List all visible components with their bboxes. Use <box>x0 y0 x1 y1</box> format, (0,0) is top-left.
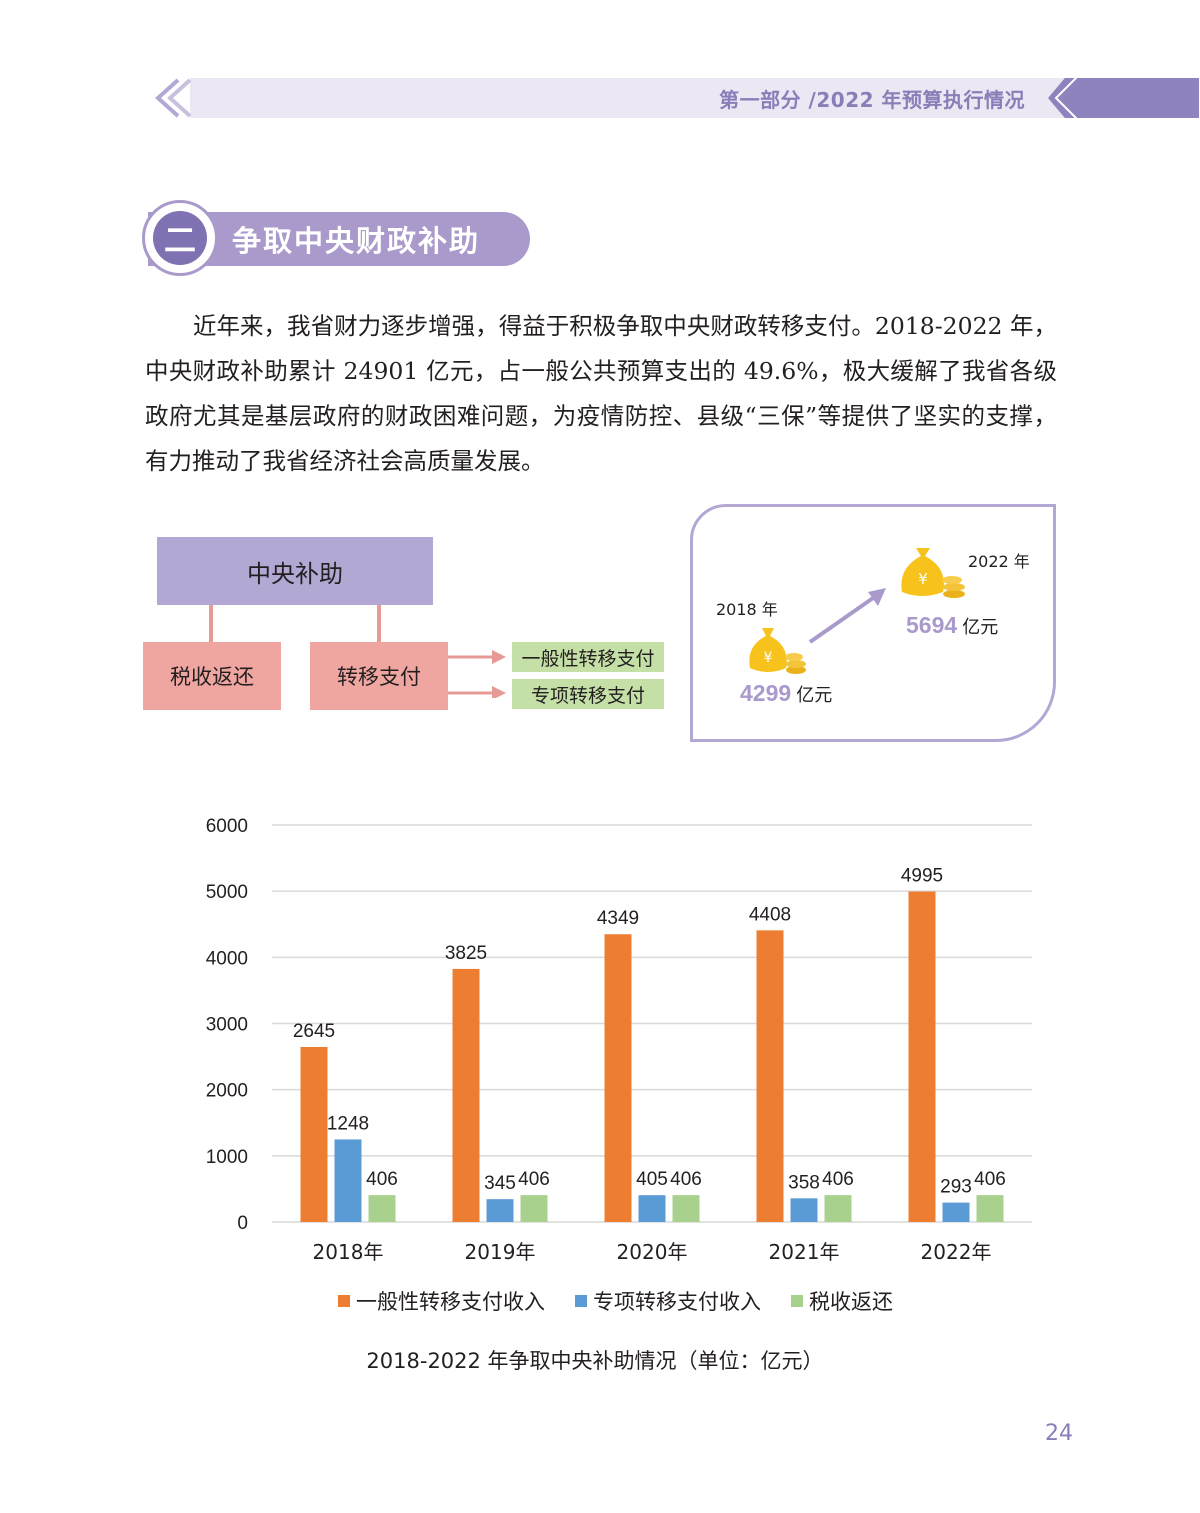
connector-line <box>377 605 381 642</box>
bar <box>824 1195 852 1222</box>
bar <box>300 1046 328 1222</box>
chevron-left-icon <box>155 78 180 118</box>
end-amount: 5694 <box>906 612 958 638</box>
body-paragraph: 近年来，我省财力逐步增强，得益于积极争取中央财政转移支付。2018-2022 年… <box>145 312 1057 475</box>
bar <box>908 891 936 1222</box>
data-label: 345 <box>484 1173 516 1194</box>
transfer-payment-box: 转移支付 <box>310 642 448 710</box>
legend-label: 专项转移支付收入 <box>593 1290 761 1314</box>
data-label: 405 <box>636 1169 668 1190</box>
data-label: 406 <box>366 1169 398 1190</box>
start-year: 2018 年 <box>716 600 778 619</box>
start-unit: 亿元 <box>796 685 833 706</box>
data-label: 2645 <box>293 1021 335 1042</box>
data-label: 406 <box>670 1169 702 1190</box>
legend-swatch <box>575 1295 587 1307</box>
connector-line <box>209 605 213 642</box>
x-tick-label: 2020年 <box>617 1240 688 1264</box>
page-number: 24 <box>1045 1421 1073 1446</box>
x-tick-label: 2019年 <box>465 1240 536 1264</box>
bar <box>334 1139 362 1222</box>
header-title: 第一部分 /2022 年预算执行情况 <box>719 88 1025 112</box>
bar <box>672 1195 700 1222</box>
section-number: 二 <box>153 211 207 265</box>
bar <box>756 930 784 1222</box>
bar <box>790 1198 818 1222</box>
comparison-panel <box>690 504 1056 742</box>
chart-legend: 一般性转移支付收入 专项转移支付收入 税收返还 <box>338 1286 893 1316</box>
header-band <box>155 78 1200 118</box>
data-label: 406 <box>974 1169 1006 1190</box>
bar <box>368 1195 396 1222</box>
y-tick-label: 6000 <box>206 816 248 837</box>
svg-text:¥: ¥ <box>918 570 928 588</box>
bar <box>486 1199 514 1222</box>
x-tick-label: 2022年 <box>921 1240 992 1264</box>
y-tick-label: 2000 <box>206 1081 248 1102</box>
general-transfer-box: 一般性转移支付 <box>512 642 664 672</box>
svg-text:¥: ¥ <box>764 650 773 666</box>
start-amount: 4299 <box>740 680 792 706</box>
data-label: 4408 <box>749 904 791 925</box>
legend-item: 税收返还 <box>791 1286 893 1316</box>
tax-rebate-box: 税收返还 <box>143 642 281 710</box>
section-title: 争取中央财政补助 <box>232 224 481 258</box>
legend-label: 税收返还 <box>809 1290 893 1314</box>
bar <box>976 1195 1004 1222</box>
y-tick-label: 4000 <box>206 948 248 969</box>
chart-caption: 2018-2022 年争取中央补助情况（单位：亿元） <box>366 1349 824 1373</box>
bar <box>452 968 480 1222</box>
data-label: 4995 <box>901 865 943 886</box>
bar <box>942 1202 970 1222</box>
arrow-right-icon <box>448 650 506 698</box>
start-value: 4299 亿元 <box>740 680 832 707</box>
data-label: 358 <box>788 1172 820 1193</box>
legend-label: 一般性转移支付收入 <box>356 1290 545 1314</box>
legend-item: 专项转移支付收入 <box>575 1286 761 1316</box>
data-label: 406 <box>822 1169 854 1190</box>
y-tick-label: 3000 <box>206 1015 248 1036</box>
y-tick-label: 1000 <box>206 1147 248 1168</box>
legend-item: 一般性转移支付收入 <box>338 1286 545 1316</box>
data-label: 4349 <box>597 908 639 929</box>
end-unit: 亿元 <box>962 617 999 638</box>
bar-chart: 0 1000 2000 3000 4000 5000 6000 2645 1248 406 2018… <box>206 816 1032 1264</box>
end-year: 2022 年 <box>968 552 1030 571</box>
money-bag-icon: ¥ <box>901 548 965 598</box>
special-transfer-box: 专项转移支付 <box>512 679 664 709</box>
legend-swatch <box>338 1295 350 1307</box>
data-label: 1248 <box>327 1113 369 1134</box>
legend-swatch <box>791 1295 803 1307</box>
end-value: 5694 亿元 <box>906 612 998 639</box>
central-subsidy-box: 中央补助 <box>157 537 433 605</box>
data-label: 406 <box>518 1169 550 1190</box>
y-tick-label: 0 <box>237 1213 248 1234</box>
bar <box>604 934 632 1222</box>
growth-arrow-icon <box>808 588 886 644</box>
x-tick-label: 2021年 <box>769 1240 840 1264</box>
x-tick-label: 2018年 <box>313 1240 384 1264</box>
y-tick-label: 5000 <box>206 882 248 903</box>
data-label: 3825 <box>445 943 487 964</box>
bar <box>520 1195 548 1222</box>
bar <box>638 1195 666 1222</box>
data-label: 293 <box>940 1177 972 1198</box>
money-bag-icon: ¥ <box>749 628 806 674</box>
